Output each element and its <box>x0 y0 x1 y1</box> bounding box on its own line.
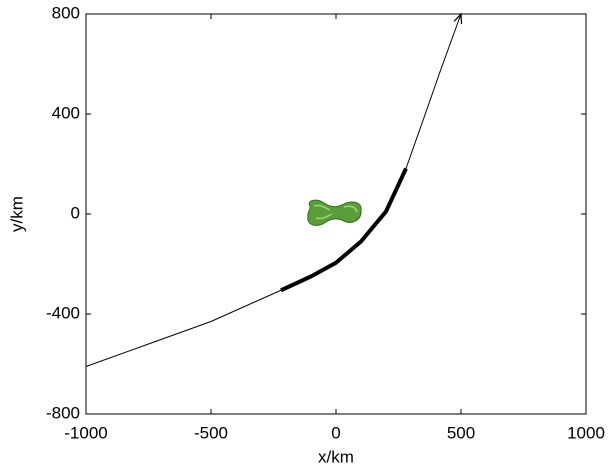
trajectory <box>85 289 282 367</box>
y-axis-label: y/km <box>7 196 26 232</box>
x-tick-label: -500 <box>194 423 228 442</box>
y-tick-label: -400 <box>46 303 80 322</box>
y-tick-label: 800 <box>52 3 80 22</box>
trajectory <box>280 167 408 293</box>
y-tick-label: -800 <box>46 403 80 422</box>
asteroid-highlight <box>313 204 358 220</box>
arrow-head <box>453 12 463 25</box>
x-axis-label: x/km <box>318 447 354 466</box>
x-tick-label: 500 <box>447 423 475 442</box>
x-tick-label: 0 <box>331 423 340 442</box>
y-tick-label: 0 <box>71 203 80 222</box>
y-tick-label: 400 <box>52 103 80 122</box>
x-tick-label: -1000 <box>64 423 107 442</box>
x-tick-label: 1000 <box>567 423 605 442</box>
asteroid <box>307 199 362 226</box>
trajectory <box>405 13 462 169</box>
